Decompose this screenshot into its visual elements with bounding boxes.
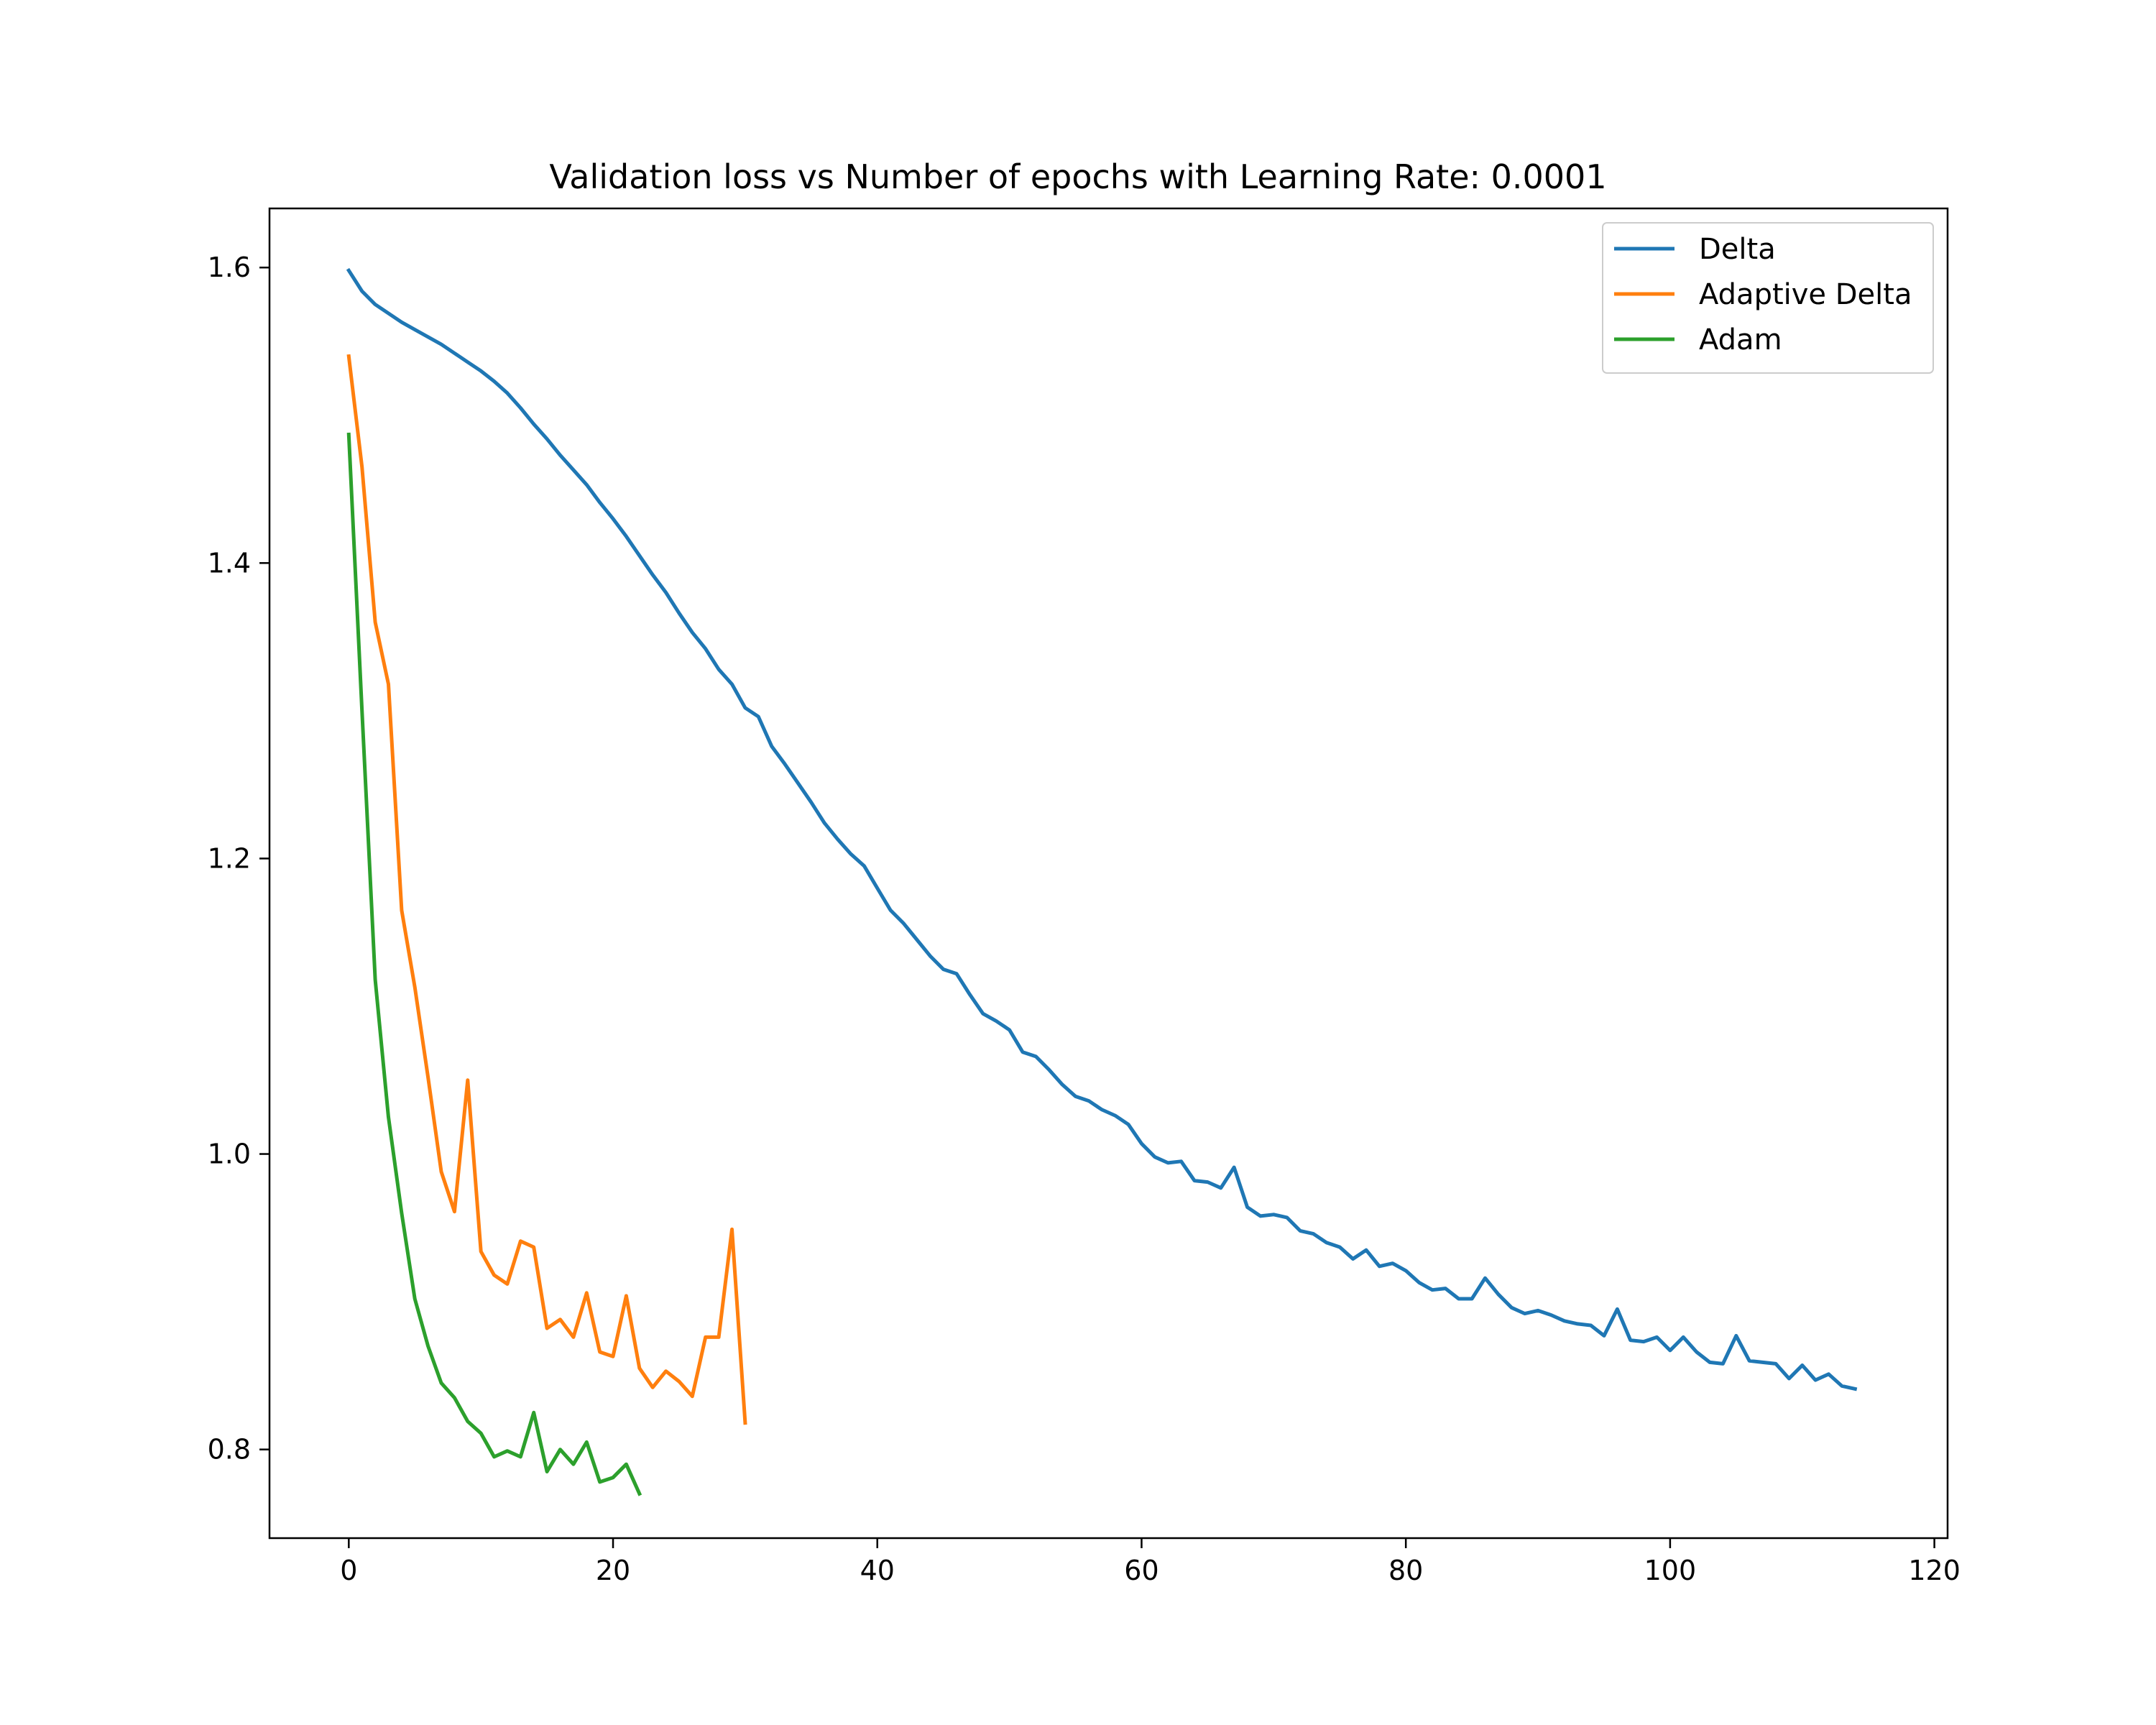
x-tick-label: 100 <box>1644 1555 1697 1586</box>
y-tick-label: 0.8 <box>208 1434 251 1466</box>
legend-label-adam: Adam <box>1699 323 1782 356</box>
x-tick-label: 120 <box>1908 1555 1961 1586</box>
y-tick-label: 1.4 <box>208 547 251 579</box>
x-tick-label: 0 <box>340 1555 357 1586</box>
legend-box <box>1602 222 1934 374</box>
axis-ticks: 0 20 40 60 80 100 120 0.8 1.0 1.2 1.4 1.6 <box>208 252 1961 1586</box>
x-tick-label: 20 <box>596 1555 630 1586</box>
y-tick-label: 1.2 <box>208 842 251 874</box>
axes-frame <box>268 207 1949 1540</box>
y-tick-label: 1.6 <box>208 252 251 283</box>
legend-label-delta: Delta <box>1699 233 1776 266</box>
x-tick-label: 60 <box>1124 1555 1158 1586</box>
x-tick-label: 80 <box>1388 1555 1423 1586</box>
series-line-adam <box>346 432 642 1496</box>
legend-label-adaptive-delta: Adaptive Delta <box>1699 278 1912 311</box>
x-tick-label: 40 <box>860 1555 895 1586</box>
chart-title: Validation loss vs Number of epochs with… <box>549 157 1606 196</box>
series-line-delta <box>346 267 1858 1392</box>
y-tick-label: 1.0 <box>208 1138 251 1170</box>
series-line-adaptive-delta <box>346 354 747 1425</box>
plot-area <box>346 267 1858 1496</box>
legend: Delta Adaptive Delta Adam <box>1602 222 1934 374</box>
